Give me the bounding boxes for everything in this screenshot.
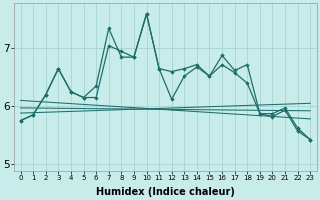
X-axis label: Humidex (Indice chaleur): Humidex (Indice chaleur)	[96, 187, 235, 197]
